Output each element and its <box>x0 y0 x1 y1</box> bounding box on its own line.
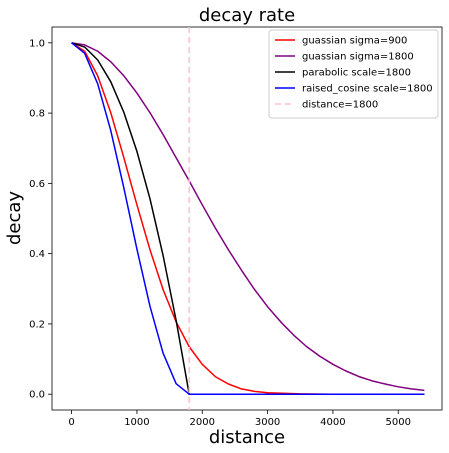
y-tick-label: 0.4 <box>29 249 45 260</box>
legend-label-5: distance=1800 <box>302 100 378 111</box>
x-tick-label: 4000 <box>320 417 345 428</box>
y-tick-label: 1.0 <box>29 38 45 49</box>
y-tick-label: 0.8 <box>29 109 45 120</box>
x-tick-label: 3000 <box>255 417 280 428</box>
y-axis-ticks: 0.0 0.2 0.4 0.6 0.8 1.0 <box>29 38 52 401</box>
legend-label-4: raised_cosine scale=1800 <box>302 84 433 95</box>
x-tick-label: 5000 <box>386 417 411 428</box>
y-axis-title: decay <box>4 191 25 245</box>
series-lines <box>71 42 425 395</box>
x-axis-ticks: 0 1000 2000 3000 4000 5000 <box>68 410 411 428</box>
y-tick-label: 0.2 <box>29 319 45 330</box>
chart-title: decay rate <box>199 5 295 26</box>
legend-label-3: parabolic scale=1800 <box>302 68 411 79</box>
x-tick-label: 2000 <box>190 417 215 428</box>
x-axis-title: distance <box>209 427 285 448</box>
series-line-4 <box>71 42 425 395</box>
series-line-2 <box>71 42 425 392</box>
legend-label-2: guassian sigma=1800 <box>302 52 414 63</box>
legend-box <box>268 29 439 119</box>
legend-label-1: guassian sigma=900 <box>302 36 407 47</box>
x-tick-label: 1000 <box>124 417 149 428</box>
y-tick-label: 0.0 <box>29 390 45 401</box>
x-tick-label: 0 <box>68 417 74 428</box>
y-tick-label: 0.6 <box>29 179 45 190</box>
legend: guassian sigma=900 guassian sigma=1800 par… <box>268 29 439 119</box>
